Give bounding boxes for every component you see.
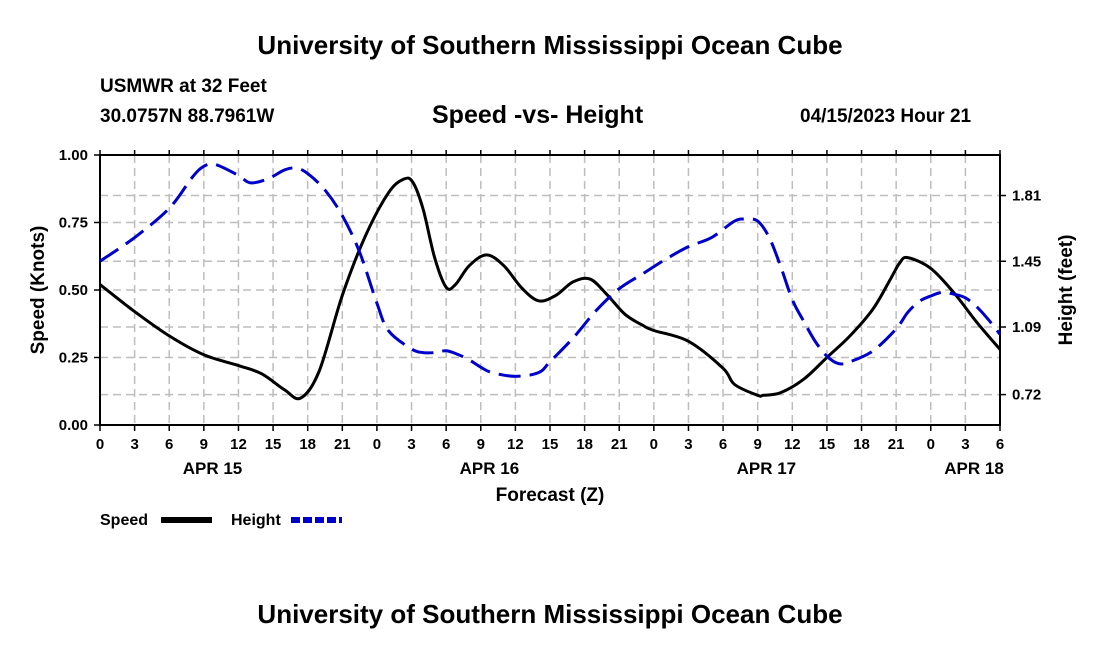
y-tick-label: 0.50 [59, 282, 88, 299]
x-tick-label: 0 [373, 436, 381, 453]
x-tick-label: 6 [719, 436, 727, 453]
x-tick-label: 15 [542, 436, 559, 453]
x-tick-label: 21 [888, 436, 905, 453]
x-tick-label: 0 [650, 436, 658, 453]
date-label: APR 15 [183, 459, 243, 478]
y2-tick-label: 0.72 [1012, 387, 1041, 404]
x-tick-label: 3 [684, 436, 692, 453]
x-tick-label: 3 [407, 436, 415, 453]
x-tick-label: 12 [230, 436, 247, 453]
x-tick-label: 9 [200, 436, 208, 453]
x-tick-label: 18 [299, 436, 316, 453]
y2-tick-label: 1.45 [1012, 253, 1041, 270]
x-tick-label: 21 [611, 436, 628, 453]
x-tick-label: 15 [265, 436, 282, 453]
chart-title: University of Southern Mississippi Ocean… [257, 30, 843, 60]
x-tick-label: 6 [165, 436, 173, 453]
x-tick-label: 9 [754, 436, 762, 453]
x-tick-label: 12 [784, 436, 801, 453]
y-tick-label: 0.75 [59, 215, 88, 232]
date-label: APR 18 [944, 459, 1004, 478]
x-tick-label: 6 [996, 436, 1004, 453]
forecast-datetime: 04/15/2023 Hour 21 [800, 106, 972, 127]
speed-series-line [99, 176, 1002, 401]
date-label: APR 17 [737, 459, 797, 478]
station-coordinates: 30.0757N 88.7961W [100, 106, 275, 127]
x-tick-label: 12 [507, 436, 524, 453]
station-name: USMWR at 32 Feet [100, 76, 267, 97]
x-tick-label: 3 [130, 436, 138, 453]
x-tick-label: 0 [96, 436, 104, 453]
y2-axis-label: Height (feet) [1056, 235, 1077, 346]
x-tick-label: 15 [819, 436, 836, 453]
y2-tick-label: 1.81 [1012, 188, 1041, 205]
x-tick-label: 0 [927, 436, 935, 453]
series [99, 162, 1002, 401]
y-tick-label: 1.00 [59, 147, 88, 164]
x-tick-label: 3 [961, 436, 969, 453]
y-tick-label: 0.25 [59, 350, 88, 367]
x-tick-label: 21 [334, 436, 351, 453]
x-tick-label: 9 [477, 436, 485, 453]
y-axis-label: Speed (Knots) [28, 226, 49, 355]
y-tick-label: 0.00 [59, 417, 88, 434]
x-tick-label: 18 [853, 436, 870, 453]
x-tick-label: 18 [576, 436, 593, 453]
grid [100, 155, 1000, 425]
height-series-line [99, 162, 1002, 378]
x-axis-label: Forecast (Z) [496, 485, 605, 506]
date-label: APR 16 [460, 459, 520, 478]
legend-height-label: Height [231, 512, 281, 529]
x-tick-label: 6 [442, 436, 450, 453]
legend-speed-label: Speed [100, 512, 148, 529]
y2-tick-label: 1.09 [1012, 319, 1041, 336]
legend: Speed Height [100, 512, 342, 529]
footer-title: University of Southern Mississippi Ocean… [257, 599, 843, 629]
axes: 0 3 6 9 12 15 18 21 0 3 6 9 12 15 18 21 0 3 6 9 12 15 18 21 0 3 6 0… [59, 147, 1041, 478]
chart-subtitle: Speed -vs- Height [432, 101, 644, 129]
